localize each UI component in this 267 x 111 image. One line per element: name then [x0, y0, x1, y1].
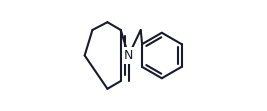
- Text: N: N: [124, 49, 133, 62]
